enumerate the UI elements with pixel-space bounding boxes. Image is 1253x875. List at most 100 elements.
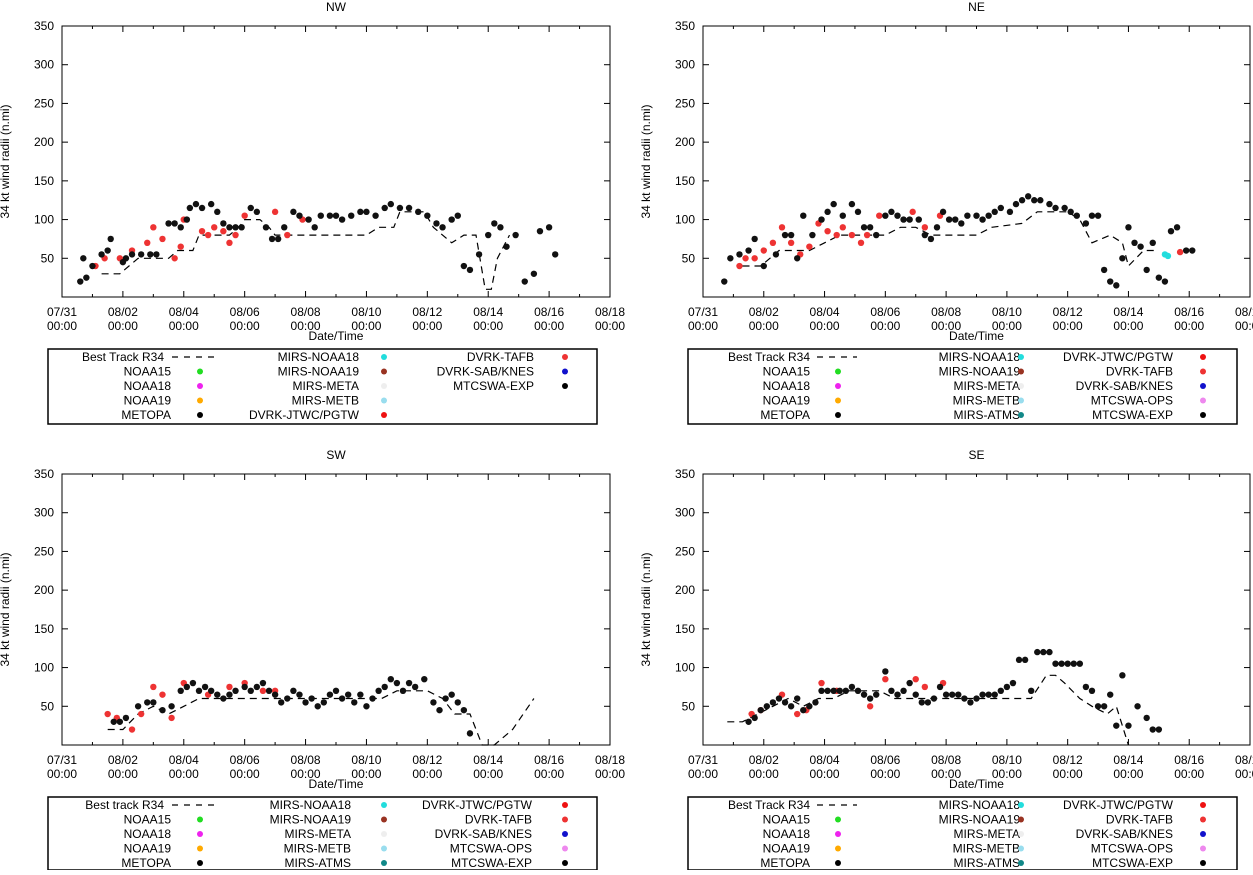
legend-swatch (1200, 831, 1206, 837)
point-mtcswa (448, 691, 455, 698)
point-mtcswa (220, 695, 227, 702)
point-mtcswa (1058, 660, 1065, 667)
x-tick-label-time: 00:00 (291, 767, 321, 781)
point-mtcswa (80, 255, 87, 262)
point-mtcswa (265, 687, 273, 694)
point-mtcswa (997, 204, 1005, 212)
point-dvrk (882, 675, 889, 683)
point-mtcswa (503, 243, 510, 250)
point-dvrk (921, 683, 929, 691)
legend-label: MTCSWA-OPS (1091, 394, 1173, 408)
legend-swatch (562, 802, 568, 808)
x-tick-label-time: 00:00 (108, 319, 138, 333)
point-mtcswa (241, 683, 248, 691)
point-mtcswa (894, 691, 901, 698)
x-tick-label-time: 00:00 (992, 767, 1022, 781)
x-tick-label-time: 00:00 (47, 319, 77, 333)
point-mtcswa (281, 224, 288, 231)
point-mtcswa (110, 718, 117, 725)
y-tick-label: 50 (682, 251, 696, 265)
legend-label: DVRK-TAFB (465, 813, 532, 827)
point-mtcswa (794, 695, 801, 702)
point-mtcswa (964, 212, 971, 219)
point-mtcswa (192, 200, 200, 208)
x-tick-label-date: 08/12 (1053, 305, 1083, 319)
legend-swatch (1018, 831, 1024, 837)
legend-swatch (1018, 802, 1024, 808)
point-dvrk (232, 231, 239, 239)
point-mtcswa (393, 679, 401, 687)
point-mtcswa (866, 224, 874, 231)
point-mtcswa (104, 247, 111, 254)
point-mtcswa (177, 224, 184, 231)
point-mtcswa (900, 216, 907, 223)
legend-label: MIRS-NOAA19 (278, 365, 360, 379)
point-mtcswa (800, 706, 807, 714)
point-mtcswa (1088, 687, 1096, 694)
point-mtcswa (873, 231, 880, 239)
point-mtcswa (89, 262, 96, 270)
plot-frame (61, 473, 611, 746)
point-mtcswa (247, 687, 254, 694)
point-mtcswa (842, 687, 850, 694)
point-mtcswa (933, 224, 941, 231)
legend-swatch (381, 354, 387, 360)
x-tick-label-date: 08/02 (749, 305, 779, 319)
point-mtcswa (436, 706, 443, 714)
point-mtcswa (824, 687, 831, 694)
point-dvrk (271, 208, 279, 216)
point-mtcswa (405, 204, 413, 212)
point-mtcswa (973, 695, 980, 702)
legend-label: DVRK-JTWC/PGTW (249, 408, 360, 422)
x-tick-label-time: 00:00 (534, 319, 564, 333)
point-mtcswa (1113, 722, 1120, 729)
point-mtcswa (1173, 224, 1181, 231)
legend-label: MIRS-NOAA19 (270, 813, 352, 827)
point-dvrk (150, 224, 157, 231)
legend-swatch (562, 816, 568, 823)
chart-title: NE (968, 0, 985, 14)
point-dvrk (857, 239, 865, 246)
y-tick-label: 100 (34, 213, 54, 227)
point-mtcswa (830, 687, 837, 694)
point-mtcswa (769, 699, 777, 706)
point-mtcswa (1100, 266, 1108, 274)
point-mtcswa (1131, 239, 1138, 246)
point-dvrk (742, 255, 749, 262)
legend-swatch (1018, 354, 1024, 360)
point-mtcswa (1094, 703, 1102, 710)
legend-swatch (1200, 354, 1206, 360)
point-mtcswa (721, 278, 728, 285)
x-tick-label-time: 00:00 (412, 767, 442, 781)
point-dvrk (226, 239, 233, 246)
x-tick-label-time: 00:00 (1113, 767, 1143, 781)
legend-label: MIRS-NOAA18 (278, 350, 360, 364)
point-mtcswa (326, 691, 334, 698)
x-tick-label-date: 08/08 (931, 305, 961, 319)
point-mtcswa (247, 204, 254, 212)
point-mtcswa (839, 212, 846, 219)
point-dvrk (794, 710, 801, 718)
point-mtcswa (809, 231, 816, 239)
y-tick-label: 100 (675, 661, 695, 675)
point-mtcswa (1143, 714, 1150, 722)
point-mtcswa (924, 699, 932, 706)
legend-label: NOAA18 (763, 379, 811, 393)
point-mtcswa (159, 706, 166, 714)
point-mtcswa (854, 208, 862, 216)
point-mtcswa (1034, 648, 1041, 656)
x-tick-label-date: 08/12 (412, 753, 442, 767)
point-mtcswa (253, 208, 261, 216)
point-mtcswa (1052, 660, 1059, 667)
x-tick-label-date: 07/31 (47, 753, 77, 767)
x-tick-label-date: 08/06 (870, 305, 900, 319)
x-tick-label-time: 00:00 (870, 767, 900, 781)
x-axis-label: Date/Time (309, 329, 364, 343)
legend-label: MIRS-META (954, 379, 1020, 393)
point-mtcswa (308, 695, 315, 702)
point-mtcswa (727, 255, 734, 262)
point-dvrk (912, 675, 919, 683)
legend-label: MTCSWA-OPS (450, 842, 532, 856)
point-dvrk (241, 212, 248, 219)
point-dvrk (137, 710, 145, 718)
